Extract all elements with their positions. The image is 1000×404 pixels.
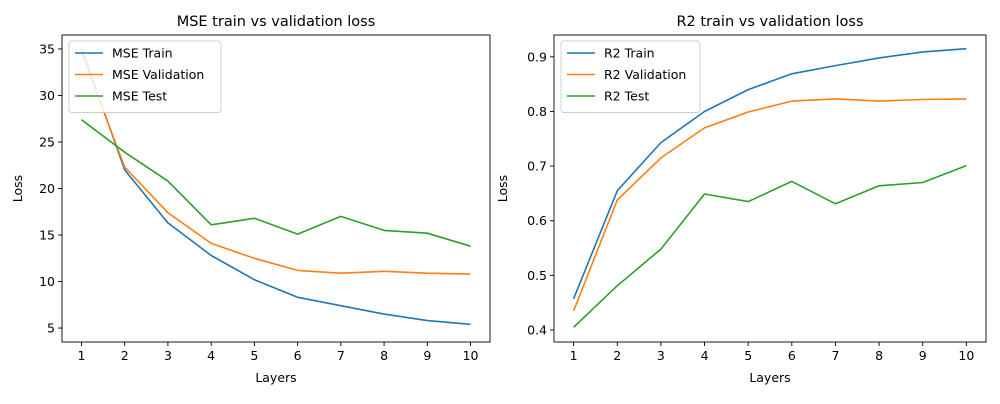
plot-frame bbox=[553, 34, 987, 343]
x-tick-label: 1 bbox=[77, 348, 85, 363]
chart-panel-1: MSE train vs validation loss 1 2 3 4 5 6 7 8 9 10 5… bbox=[10, 14, 491, 385]
series-line-mse-train bbox=[80, 47, 471, 326]
series-line-r2-train bbox=[572, 47, 967, 300]
x-tick-label: 2 bbox=[121, 348, 129, 363]
y-tick-label: 0.9 bbox=[527, 49, 547, 64]
x-tick-label: 10 bbox=[463, 348, 479, 363]
y-tick-label: 0.4 bbox=[527, 322, 547, 337]
x-axis-label: Layers bbox=[255, 370, 296, 385]
y-tick-label: 0.7 bbox=[527, 159, 547, 174]
legend-label: R2 Test bbox=[604, 89, 649, 104]
x-axis-label: Layers bbox=[749, 370, 790, 385]
legend-label: R2 Train bbox=[604, 46, 655, 61]
y-axis-label: Loss bbox=[10, 175, 25, 202]
chart-panel-2: R2 train vs validation loss 1 2 3 4 5 6 7 8 9 10 0.… bbox=[495, 14, 987, 385]
y-tick-label: 10 bbox=[39, 274, 55, 289]
x-tick-label: 5 bbox=[744, 348, 752, 363]
x-tick-label: 7 bbox=[831, 348, 839, 363]
chart-title: R2 train vs validation loss bbox=[676, 14, 863, 30]
legend-label: MSE Train bbox=[112, 46, 173, 61]
legend-box bbox=[560, 40, 701, 113]
x-tick-label: 9 bbox=[423, 348, 431, 363]
x-tick-label: 5 bbox=[250, 348, 258, 363]
y-tick-label: 20 bbox=[39, 181, 55, 196]
x-tick-label: 10 bbox=[958, 348, 974, 363]
legend: R2 Train R2 Validation R2 Test bbox=[560, 40, 701, 113]
x-tick-label: 3 bbox=[657, 348, 665, 363]
x-tick-label: 6 bbox=[294, 348, 302, 363]
y-axis-label: Loss bbox=[495, 175, 510, 202]
x-tick-label: 1 bbox=[570, 348, 578, 363]
series-line-mse-validation bbox=[80, 52, 471, 275]
y-tick-label: 0.5 bbox=[527, 268, 547, 283]
x-tick-label: 9 bbox=[919, 348, 927, 363]
x-tick-label: 8 bbox=[380, 348, 388, 363]
x-tick-label: 4 bbox=[701, 348, 709, 363]
x-tick-label: 4 bbox=[207, 348, 215, 363]
y-tick-label: 25 bbox=[39, 134, 55, 149]
legend-label: MSE Validation bbox=[112, 67, 204, 82]
series-line-mse-test bbox=[81, 119, 471, 247]
chart-title: MSE train vs validation loss bbox=[177, 14, 376, 30]
x-tick-label: 8 bbox=[875, 348, 883, 363]
x-tick-label: 6 bbox=[788, 348, 796, 363]
legend-box bbox=[68, 40, 222, 113]
y-tick-label: 5 bbox=[47, 321, 55, 336]
x-tick-label: 7 bbox=[337, 348, 345, 363]
plot-frame bbox=[61, 34, 491, 343]
y-tick-label: 30 bbox=[39, 88, 55, 103]
x-tick-label: 3 bbox=[164, 348, 172, 363]
y-tick-label: 15 bbox=[39, 228, 55, 243]
legend-label: R2 Validation bbox=[604, 67, 686, 82]
series-line-r2-test bbox=[573, 164, 967, 328]
y-tick-label: 0.6 bbox=[527, 213, 547, 228]
x-tick-label: 2 bbox=[613, 348, 621, 363]
series-line-r2-validation bbox=[572, 98, 967, 312]
legend: MSE Train MSE Validation MSE Test bbox=[68, 40, 222, 113]
legend-label: MSE Test bbox=[112, 89, 167, 104]
y-tick-label: 0.8 bbox=[527, 104, 547, 119]
y-tick-label: 35 bbox=[39, 41, 55, 56]
